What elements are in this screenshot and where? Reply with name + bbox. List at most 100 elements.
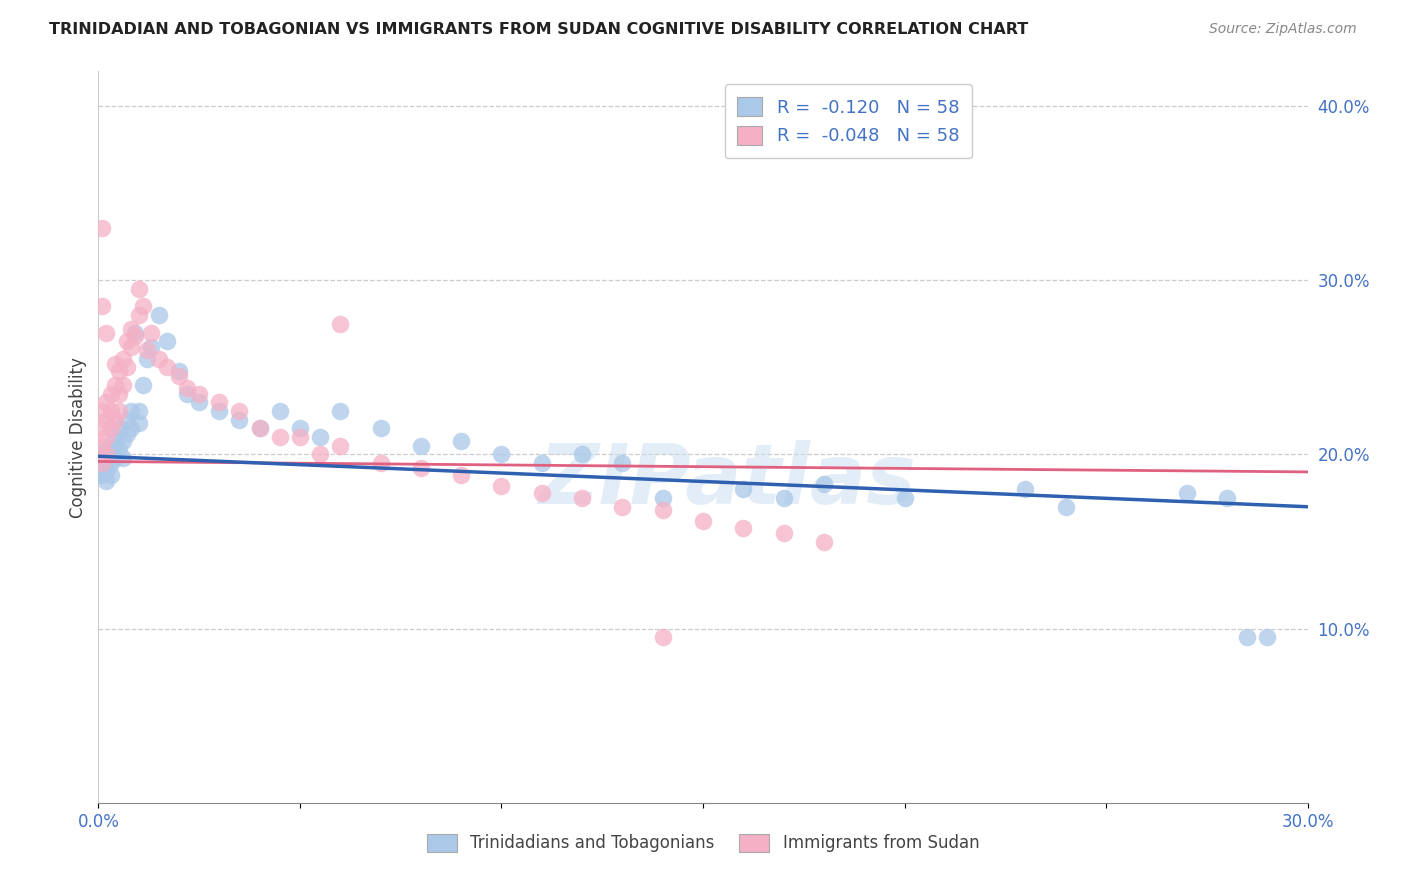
Point: [96, 326, 118, 340]
Point: [1175, 485, 1198, 500]
Point: [91, 421, 114, 435]
Point: [132, 300, 155, 314]
Text: TRINIDADIAN AND TOBAGONIAN VS IMMIGRANTS FROM SUDAN COGNITIVE DISABILITY CORRELA: TRINIDADIAN AND TOBAGONIAN VS IMMIGRANTS…: [49, 22, 1028, 37]
Point: [139, 326, 162, 340]
Point: [120, 322, 142, 336]
Point: [167, 364, 190, 378]
Point: [115, 360, 138, 375]
Point: [103, 357, 125, 371]
Point: [115, 412, 138, 426]
Point: [1256, 631, 1278, 645]
Point: [91, 461, 114, 475]
Point: [128, 282, 150, 296]
Point: [208, 395, 231, 409]
Point: [1014, 483, 1036, 497]
Point: [103, 377, 125, 392]
Point: [370, 421, 392, 435]
Point: [1236, 631, 1258, 645]
Point: [100, 386, 122, 401]
Point: [124, 326, 146, 340]
Point: [249, 421, 271, 435]
Point: [288, 430, 311, 444]
Point: [120, 404, 142, 418]
Point: [111, 351, 134, 366]
Point: [893, 491, 915, 505]
Point: [188, 395, 211, 409]
Point: [103, 450, 125, 465]
Point: [91, 221, 114, 235]
Point: [96, 412, 118, 426]
Point: [269, 404, 291, 418]
Point: [450, 434, 472, 448]
Point: [651, 631, 673, 645]
Point: [491, 448, 513, 462]
Legend: Trinidadians and Tobagonians, Immigrants from Sudan: Trinidadians and Tobagonians, Immigrants…: [420, 827, 986, 859]
Point: [96, 430, 118, 444]
Point: [491, 479, 513, 493]
Point: [530, 456, 553, 470]
Text: ZIPatlas: ZIPatlas: [538, 441, 917, 522]
Point: [813, 534, 835, 549]
Point: [120, 421, 142, 435]
Point: [128, 416, 150, 430]
Point: [91, 456, 114, 470]
Point: [96, 448, 118, 462]
Point: [91, 439, 114, 453]
Point: [329, 439, 352, 453]
Point: [530, 485, 553, 500]
Point: [176, 386, 198, 401]
Point: [733, 521, 755, 535]
Point: [772, 491, 794, 505]
Point: [96, 395, 118, 409]
Point: [1216, 491, 1239, 505]
Point: [156, 334, 179, 349]
Point: [148, 351, 170, 366]
Point: [96, 465, 118, 479]
Point: [249, 421, 271, 435]
Point: [96, 442, 118, 457]
Point: [107, 364, 129, 378]
Point: [651, 503, 673, 517]
Point: [103, 439, 125, 453]
Point: [115, 334, 138, 349]
Point: [128, 404, 150, 418]
Point: [111, 434, 134, 448]
Point: [91, 468, 114, 483]
Point: [228, 404, 250, 418]
Point: [571, 448, 593, 462]
Point: [208, 404, 231, 418]
Point: [103, 412, 125, 426]
Point: [100, 421, 122, 435]
Point: [1054, 500, 1077, 514]
Point: [100, 456, 122, 470]
Point: [329, 404, 352, 418]
Point: [813, 477, 835, 491]
Point: [167, 369, 190, 384]
Point: [228, 412, 250, 426]
Point: [135, 343, 157, 357]
Point: [132, 377, 155, 392]
Point: [370, 456, 392, 470]
Point: [309, 430, 332, 444]
Point: [107, 404, 129, 418]
Point: [107, 421, 129, 435]
Point: [309, 448, 332, 462]
Point: [139, 339, 162, 353]
Text: Source: ZipAtlas.com: Source: ZipAtlas.com: [1209, 22, 1357, 37]
Point: [115, 426, 138, 441]
Point: [100, 404, 122, 418]
Point: [91, 300, 114, 314]
Point: [612, 456, 634, 470]
Point: [692, 514, 714, 528]
Point: [100, 448, 122, 462]
Point: [100, 468, 122, 483]
Point: [188, 386, 211, 401]
Point: [96, 452, 118, 467]
Point: [329, 317, 352, 331]
Point: [733, 483, 755, 497]
Point: [120, 339, 142, 353]
Point: [156, 360, 179, 375]
Point: [91, 448, 114, 462]
Point: [288, 421, 311, 435]
Point: [176, 381, 198, 395]
